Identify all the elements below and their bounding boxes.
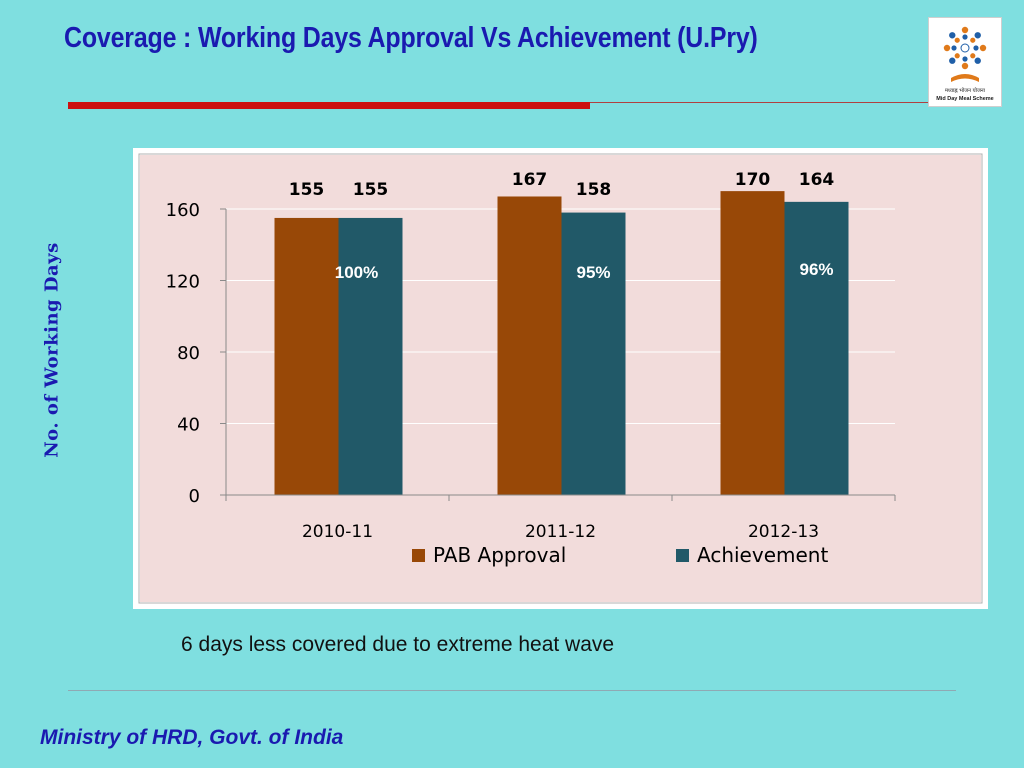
bar-pab-approval-2012-13: [720, 191, 785, 495]
legend-swatch-achievement: [676, 549, 689, 562]
data-label: 164: [799, 170, 835, 190]
percent-label: 95%: [576, 263, 610, 282]
logo-caption-hindi: मध्याह्न भोजन योजना: [945, 87, 986, 94]
mid-day-meal-logo: मध्याह्न भोजन योजना Mid Day Meal Scheme: [928, 17, 1002, 107]
bar-pab-approval-2011-12: [497, 196, 562, 496]
side-axis-label: No. of Working Days: [41, 242, 63, 458]
bar-chart: 0 40 80 120 160 155 155 100% 2010-11 167 158 95% 201…: [138, 153, 983, 604]
data-label: 158: [576, 180, 612, 200]
percent-label: 100%: [335, 263, 378, 282]
data-label: 167: [512, 170, 548, 190]
chart-area-border: [138, 153, 983, 604]
percent-label: 96%: [799, 260, 833, 279]
y-tick-label: 0: [189, 486, 200, 507]
chart-frame: 0 40 80 120 160 155 155 100% 2010-11 167 158 95% 201…: [133, 148, 988, 609]
bar-pab-approval-2010-11: [274, 217, 339, 495]
x-tick-label: 2012-13: [748, 522, 819, 542]
legend-label: PAB Approval: [433, 543, 566, 567]
footer-divider: [68, 690, 956, 691]
legend-swatch-pab-approval: [412, 549, 425, 562]
y-tick-label: 160: [166, 200, 200, 221]
data-label: 170: [735, 170, 771, 190]
data-label: 155: [289, 180, 325, 200]
bar-achievement-2012-13: [784, 201, 849, 495]
title-underline-thin: [590, 102, 935, 103]
bar-achievement-2010-11: [338, 217, 403, 495]
title-underline-red: [68, 102, 590, 109]
data-label: 155: [353, 180, 389, 200]
slide-title: Coverage : Working Days Approval Vs Achi…: [64, 22, 758, 54]
x-tick-label: 2010-11: [302, 522, 373, 542]
logo-figures-icon: [943, 26, 987, 70]
chart-note: 6 days less covered due to extreme heat …: [181, 633, 615, 656]
y-tick-label: 80: [177, 343, 200, 364]
y-tick-label: 40: [177, 415, 200, 436]
footer-text: Ministry of HRD, Govt. of India: [40, 726, 344, 749]
x-tick-label: 2011-12: [525, 522, 596, 542]
y-tick-label: 120: [166, 272, 200, 293]
legend-label: Achievement: [697, 543, 828, 567]
logo-caption-english: Mid Day Meal Scheme: [936, 96, 993, 102]
bar-achievement-2011-12: [561, 212, 626, 495]
